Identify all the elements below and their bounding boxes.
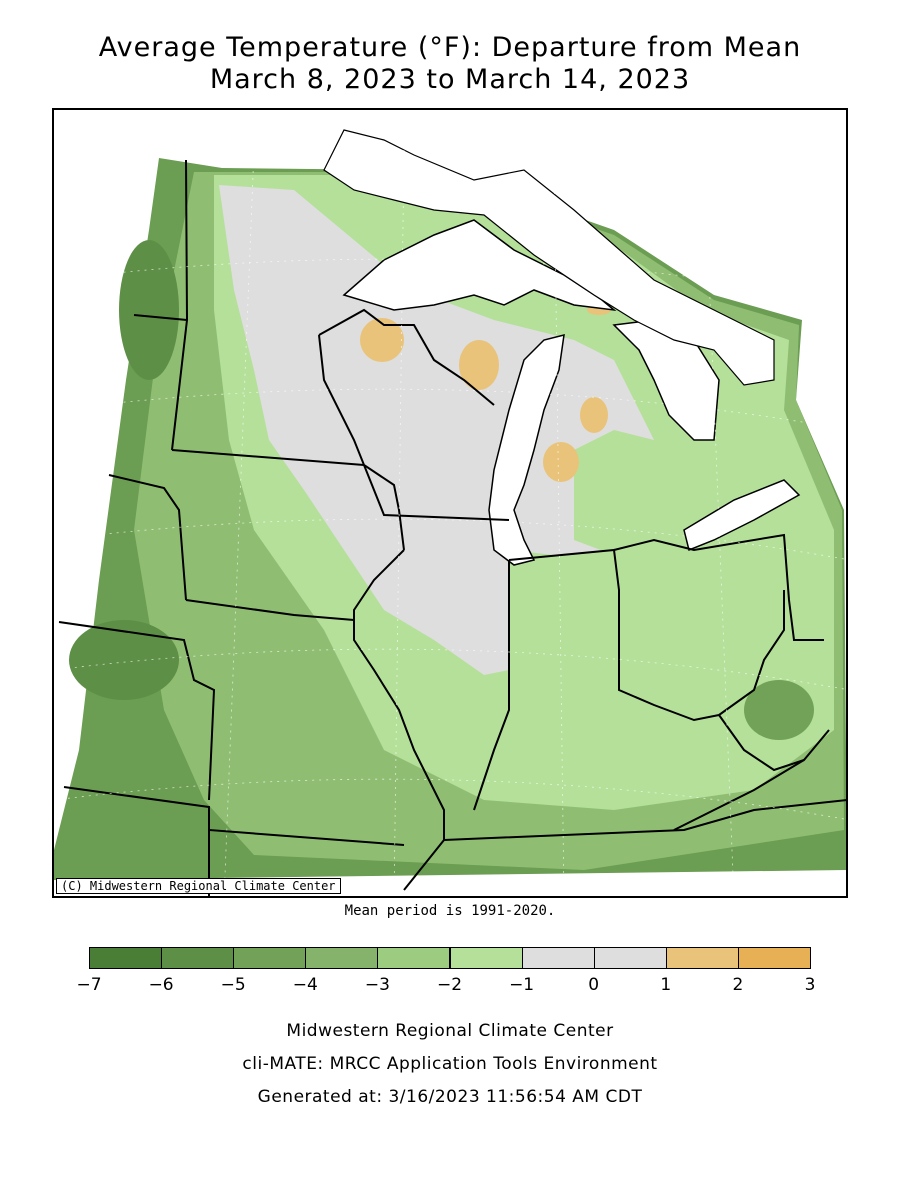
legend-tick-label: 2 [732,975,744,995]
map-title: Average Temperature (°F): Departure from… [98,32,802,63]
state-borders [58,159,846,896]
lake-superior [342,219,617,312]
legend-tick-label: −5 [220,975,246,995]
zone-warm-wisconsin-b [459,340,499,390]
zone-warm-wisconsin-a [360,318,404,362]
legend-tick-label: 1 [660,975,672,995]
legend-swatch [161,947,235,969]
legend-swatch [89,947,163,969]
lake-michigan [488,334,565,566]
legend-tick-label: −7 [76,975,102,995]
zone-warm-michigan-a [580,397,608,433]
legend-tick-label: −1 [509,975,535,995]
zone-cold-core-east [744,680,814,740]
legend-swatch [737,947,811,969]
legend-swatch [665,947,739,969]
zone-near-normal [219,185,654,675]
legend-swatch [233,947,307,969]
map-copyright: (C) Midwestern Regional Climate Center [56,878,341,894]
mean-period-note: Mean period is 1991-2020. [344,903,556,919]
map-date-range: March 8, 2023 to March 14, 2023 [209,64,691,95]
zone-cold-core-west [69,620,179,700]
lake-erie [683,479,801,552]
footer-application: cli-MATE: MRCC Application Tools Environ… [242,1054,658,1074]
legend-tick-label: −4 [292,975,318,995]
temperature-departure-map: (C) Midwestern Regional Climate Center [52,108,848,898]
footer-organization: Midwestern Regional Climate Center [286,1021,614,1041]
legend-tick-label: 3 [804,975,816,995]
legend-tick-label: 0 [588,975,600,995]
legend-swatch [377,947,451,969]
canada-north [323,129,775,386]
map-canvas [54,110,846,896]
legend-tick-label: −3 [364,975,390,995]
legend-swatch [593,947,667,969]
legend-tick-label: −6 [148,975,174,995]
zone-cold-core-northwest [119,240,179,380]
legend-swatch [449,947,523,969]
legend-swatch [521,947,595,969]
zone-warm-michigan-b [543,442,579,482]
graticule [54,149,846,896]
legend-ticks: −7 −6 −5 −4 −3 −2 −1 0 1 2 3 [70,975,830,997]
zone-michigan-light [574,430,694,555]
footer-generated-at: Generated at: 3/16/2023 11:56:54 AM CDT [257,1087,643,1107]
legend-tick-label: −2 [436,975,463,995]
color-legend [89,947,811,969]
legend-swatch [305,947,379,969]
